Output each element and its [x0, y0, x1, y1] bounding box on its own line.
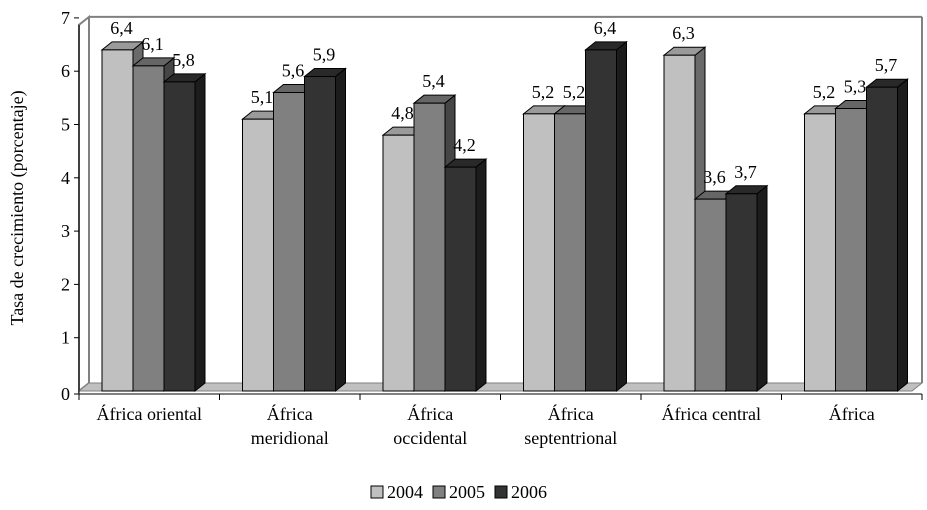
y-axis-label: Tasa de crecimiento (porcentaje): [7, 90, 28, 325]
legend-label: 2004: [387, 482, 423, 502]
bar: [724, 184, 769, 393]
bar-front: [163, 81, 196, 392]
y-tick-label: 4: [61, 168, 70, 188]
y-tick-label: 5: [61, 115, 70, 135]
data-label: 6,1: [141, 34, 164, 54]
legend-item: 2005: [432, 482, 485, 502]
data-label: 5,3: [844, 77, 867, 97]
bar-front: [101, 49, 134, 392]
category-label: África: [267, 403, 313, 424]
bar-front: [413, 102, 446, 392]
chart-bars: [100, 40, 909, 393]
left-wall: [78, 14, 90, 394]
data-label: 6,3: [672, 23, 695, 43]
floor: [77, 382, 924, 392]
category-label: septentrional: [524, 428, 617, 448]
bar: [443, 158, 488, 393]
data-label: 4,8: [391, 103, 414, 123]
legend-item: 2004: [370, 482, 423, 502]
category-label: África central: [662, 403, 761, 424]
category-label: África: [548, 403, 594, 424]
bar-front: [835, 108, 867, 392]
data-label: 6,4: [110, 18, 133, 38]
data-label: 5,6: [282, 61, 305, 81]
bar-side: [897, 78, 908, 393]
category-label: África oriental: [97, 403, 202, 424]
bar-front: [382, 134, 415, 392]
data-label: 5,9: [313, 45, 336, 65]
bar-side: [616, 40, 627, 393]
chart-data-labels: 6,4 6,1 5,8 5,1 5,6 5,9 4,8 5,4 4,2 5,2 5,2 6,4 6,3 3…: [110, 18, 897, 187]
bar-front: [694, 198, 727, 392]
legend-label: 2005: [449, 482, 485, 502]
y-tick-label: 3: [61, 221, 70, 241]
bar-front: [304, 76, 336, 392]
bar-front: [663, 54, 696, 392]
legend-item: 2006: [494, 482, 547, 502]
category-label: África: [829, 403, 875, 424]
data-label: 5,2: [563, 82, 586, 102]
bar-front: [523, 113, 555, 392]
bar-front: [554, 113, 586, 392]
x-category-labels: África oriental África meridional África occ…: [97, 403, 875, 448]
bar-front: [866, 86, 898, 392]
category-label: occidental: [393, 428, 467, 448]
y-tick-label: 2: [61, 274, 70, 294]
bar-front: [242, 118, 274, 392]
data-label: 5,7: [875, 55, 898, 75]
bar-front: [804, 113, 836, 392]
y-tick-label: 1: [61, 328, 70, 348]
bar-side: [756, 184, 768, 393]
data-label: 5,1: [251, 87, 274, 107]
category-label: África: [407, 403, 453, 424]
legend-label: 2006: [511, 482, 547, 502]
chart-legend: 2004 2005 2006: [370, 482, 547, 502]
y-tick-label: 7: [61, 8, 70, 28]
bar-front: [444, 166, 477, 392]
data-label: 5,4: [422, 71, 445, 91]
bar-side: [475, 158, 487, 393]
bar-front: [132, 65, 165, 392]
bar-front: [725, 193, 758, 392]
bar: [584, 40, 628, 393]
bar-front: [273, 92, 305, 392]
data-label: 5,2: [532, 82, 555, 102]
data-label: 3,7: [734, 162, 757, 182]
category-label: meridional: [251, 428, 329, 448]
chart-axes: [74, 17, 923, 400]
data-label: 5,2: [813, 82, 836, 102]
data-label: 5,8: [172, 50, 195, 70]
data-label: 6,4: [594, 18, 617, 38]
bar: [303, 67, 347, 393]
y-tick-label: 0: [61, 384, 70, 404]
y-tick-label: 6: [61, 61, 70, 81]
y-tick-labels: 0 1 2 3 4 5 6 7: [61, 8, 70, 404]
bar: [865, 78, 909, 393]
bar: [162, 72, 207, 393]
legend-swatch: [432, 485, 446, 499]
bar-side: [335, 67, 346, 393]
legend-swatch: [494, 485, 508, 499]
legend-swatch: [370, 485, 384, 499]
data-label: 3,6: [703, 167, 726, 187]
bar-side: [194, 72, 206, 393]
bar-front: [585, 49, 617, 392]
data-label: 4,2: [453, 135, 476, 155]
